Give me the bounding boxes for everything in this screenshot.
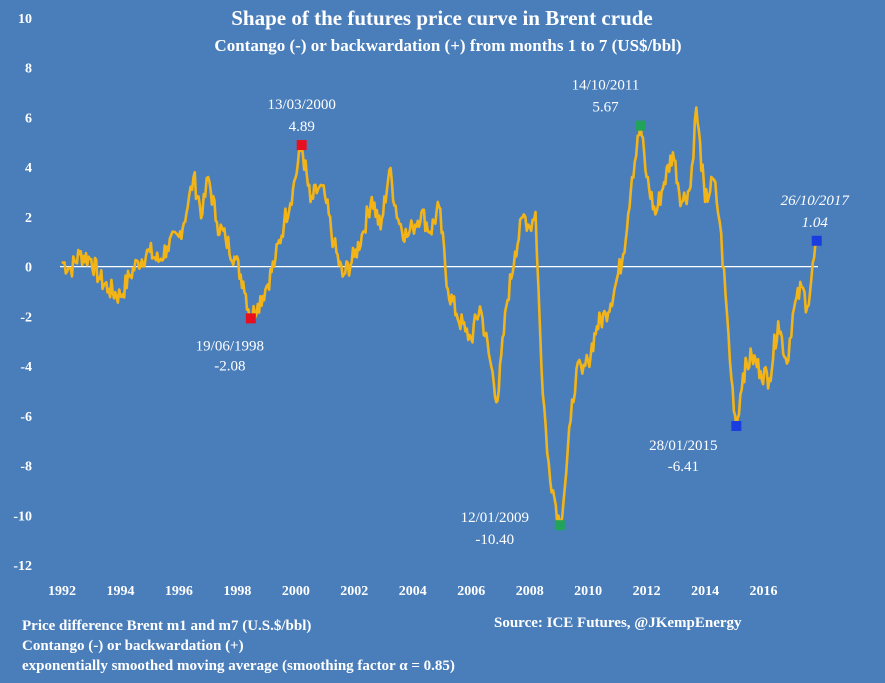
x-tick-label: 2006 (457, 584, 485, 599)
x-tick-label: 2000 (282, 584, 310, 599)
x-tick-label: 2008 (516, 584, 544, 599)
series-line (61, 106, 818, 527)
x-axis: 1992 1994 1996 1998 2000 2002 2004 2006 2008 2010… (48, 584, 778, 599)
y-axis: 10 8 6 4 2 0 -2 -4 -6 -8 -10 -12 (13, 12, 32, 574)
footer-line-2: Contango (-) or backwardation (+) (22, 638, 244, 654)
annotation-date: 19/06/1998 (196, 338, 264, 354)
annotation-marker (296, 140, 307, 151)
x-tick-label: 1992 (48, 584, 76, 599)
y-tick-label: 2 (25, 211, 32, 226)
annotation-value: 1.04 (802, 215, 829, 231)
annotation-value: -10.40 (475, 532, 514, 548)
y-tick-label: 6 (25, 111, 32, 126)
annotation-date: 26/10/2017 (781, 193, 851, 209)
y-tick-label: -8 (20, 460, 32, 475)
y-tick-label: 10 (18, 12, 32, 27)
x-tick-label: 2012 (633, 584, 661, 599)
x-tick-label: 2014 (691, 584, 719, 599)
annotation-marker (554, 520, 565, 531)
source-credit: Source: ICE Futures, @JKempEnergy (494, 615, 742, 631)
annotation-marker (731, 421, 742, 432)
annotation-date: 12/01/2009 (461, 510, 529, 526)
y-tick-label: -6 (20, 410, 32, 425)
y-tick-label: -12 (13, 559, 32, 574)
y-tick-label: -10 (13, 509, 32, 524)
y-tick-label: 8 (25, 62, 32, 77)
x-tick-label: 1994 (106, 584, 134, 599)
annotation-date: 14/10/2011 (572, 78, 640, 94)
annotation-value: 5.67 (592, 100, 619, 116)
x-tick-label: 2002 (340, 584, 368, 599)
annotation-value: 4.89 (289, 119, 315, 135)
annotations: 19/06/1998 -2.08 13/03/2000 4.89 12/01/2009 -… (196, 78, 851, 549)
y-tick-label: -4 (20, 360, 32, 375)
y-tick-label: 4 (25, 161, 32, 176)
annotation-date: 13/03/2000 (268, 97, 336, 113)
annotation-marker (635, 120, 646, 131)
annotation-value: -6.41 (668, 459, 699, 475)
footer-line-3: exponentially smoothed moving average (s… (22, 658, 455, 674)
footer-line-1: Price difference Brent m1 and m7 (U.S.$/… (22, 618, 312, 634)
x-tick-label: 1998 (223, 584, 251, 599)
y-tick-label: -2 (20, 310, 32, 325)
x-tick-label: 1996 (165, 584, 193, 599)
y-tick-label: 0 (25, 261, 32, 276)
annotation-value: -2.08 (214, 358, 245, 374)
annotation-marker (811, 235, 822, 246)
x-tick-label: 2016 (750, 584, 778, 599)
chart-title: Shape of the futures price curve in Bren… (231, 6, 653, 30)
chart-subtitle: Contango (-) or backwardation (+) from m… (214, 36, 681, 55)
annotation-date: 28/01/2015 (649, 438, 717, 454)
x-tick-label: 2010 (574, 584, 602, 599)
annotation-marker (245, 313, 256, 324)
x-tick-label: 2004 (399, 584, 427, 599)
